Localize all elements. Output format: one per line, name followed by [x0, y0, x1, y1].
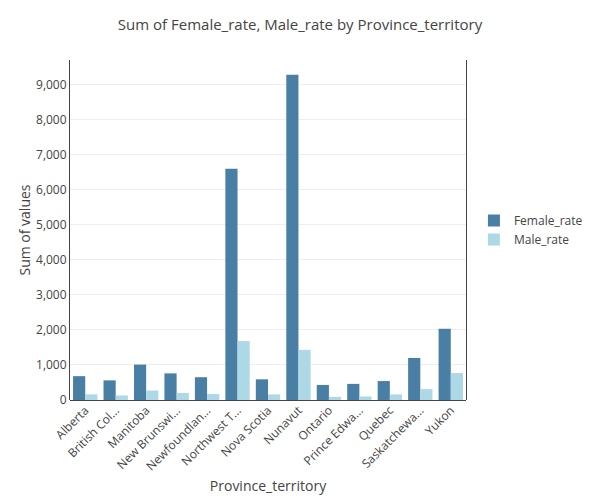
svg-text:1,000: 1,000 — [36, 356, 67, 373]
svg-text:Male_rate: Male_rate — [514, 231, 569, 248]
svg-text:Yukon: Yukon — [421, 402, 458, 439]
svg-text:9,000: 9,000 — [36, 76, 67, 93]
svg-text:Northwest T...: Northwest T... — [177, 402, 244, 469]
svg-text:7,000: 7,000 — [36, 146, 67, 163]
svg-text:Alberta: Alberta — [52, 402, 93, 443]
svg-text:4,000: 4,000 — [36, 251, 67, 268]
svg-text:3,000: 3,000 — [36, 286, 67, 303]
svg-text:8,000: 8,000 — [36, 111, 67, 128]
svg-text:Province_territory: Province_territory — [210, 476, 327, 495]
svg-text:6,000: 6,000 — [36, 181, 67, 198]
svg-text:Manitoba: Manitoba — [103, 402, 153, 452]
svg-text:Nova Scotia: Nova Scotia — [217, 402, 275, 460]
svg-text:Ontario: Ontario — [294, 402, 336, 444]
svg-text:Newfoundlan...: Newfoundlan... — [142, 402, 214, 474]
svg-text:Sum of values: Sum of values — [15, 184, 34, 275]
svg-text:Sum of Female_rate, Male_rate: Sum of Female_rate, Male_rate by Provinc… — [118, 14, 483, 34]
svg-text:Prince Edwa...: Prince Edwa... — [300, 402, 367, 469]
svg-text:5,000: 5,000 — [36, 216, 67, 233]
svg-text:0: 0 — [60, 391, 67, 408]
svg-text:Female_rate: Female_rate — [514, 212, 583, 229]
svg-text:New Brunswi...: New Brunswi... — [113, 402, 184, 473]
svg-text:Saskatchewa...: Saskatchewa... — [358, 402, 428, 472]
svg-text:2,000: 2,000 — [36, 321, 67, 338]
svg-text:Quebec: Quebec — [354, 402, 397, 445]
svg-text:British Col...: British Col... — [64, 402, 123, 461]
svg-text:Nunavut: Nunavut — [260, 402, 306, 448]
